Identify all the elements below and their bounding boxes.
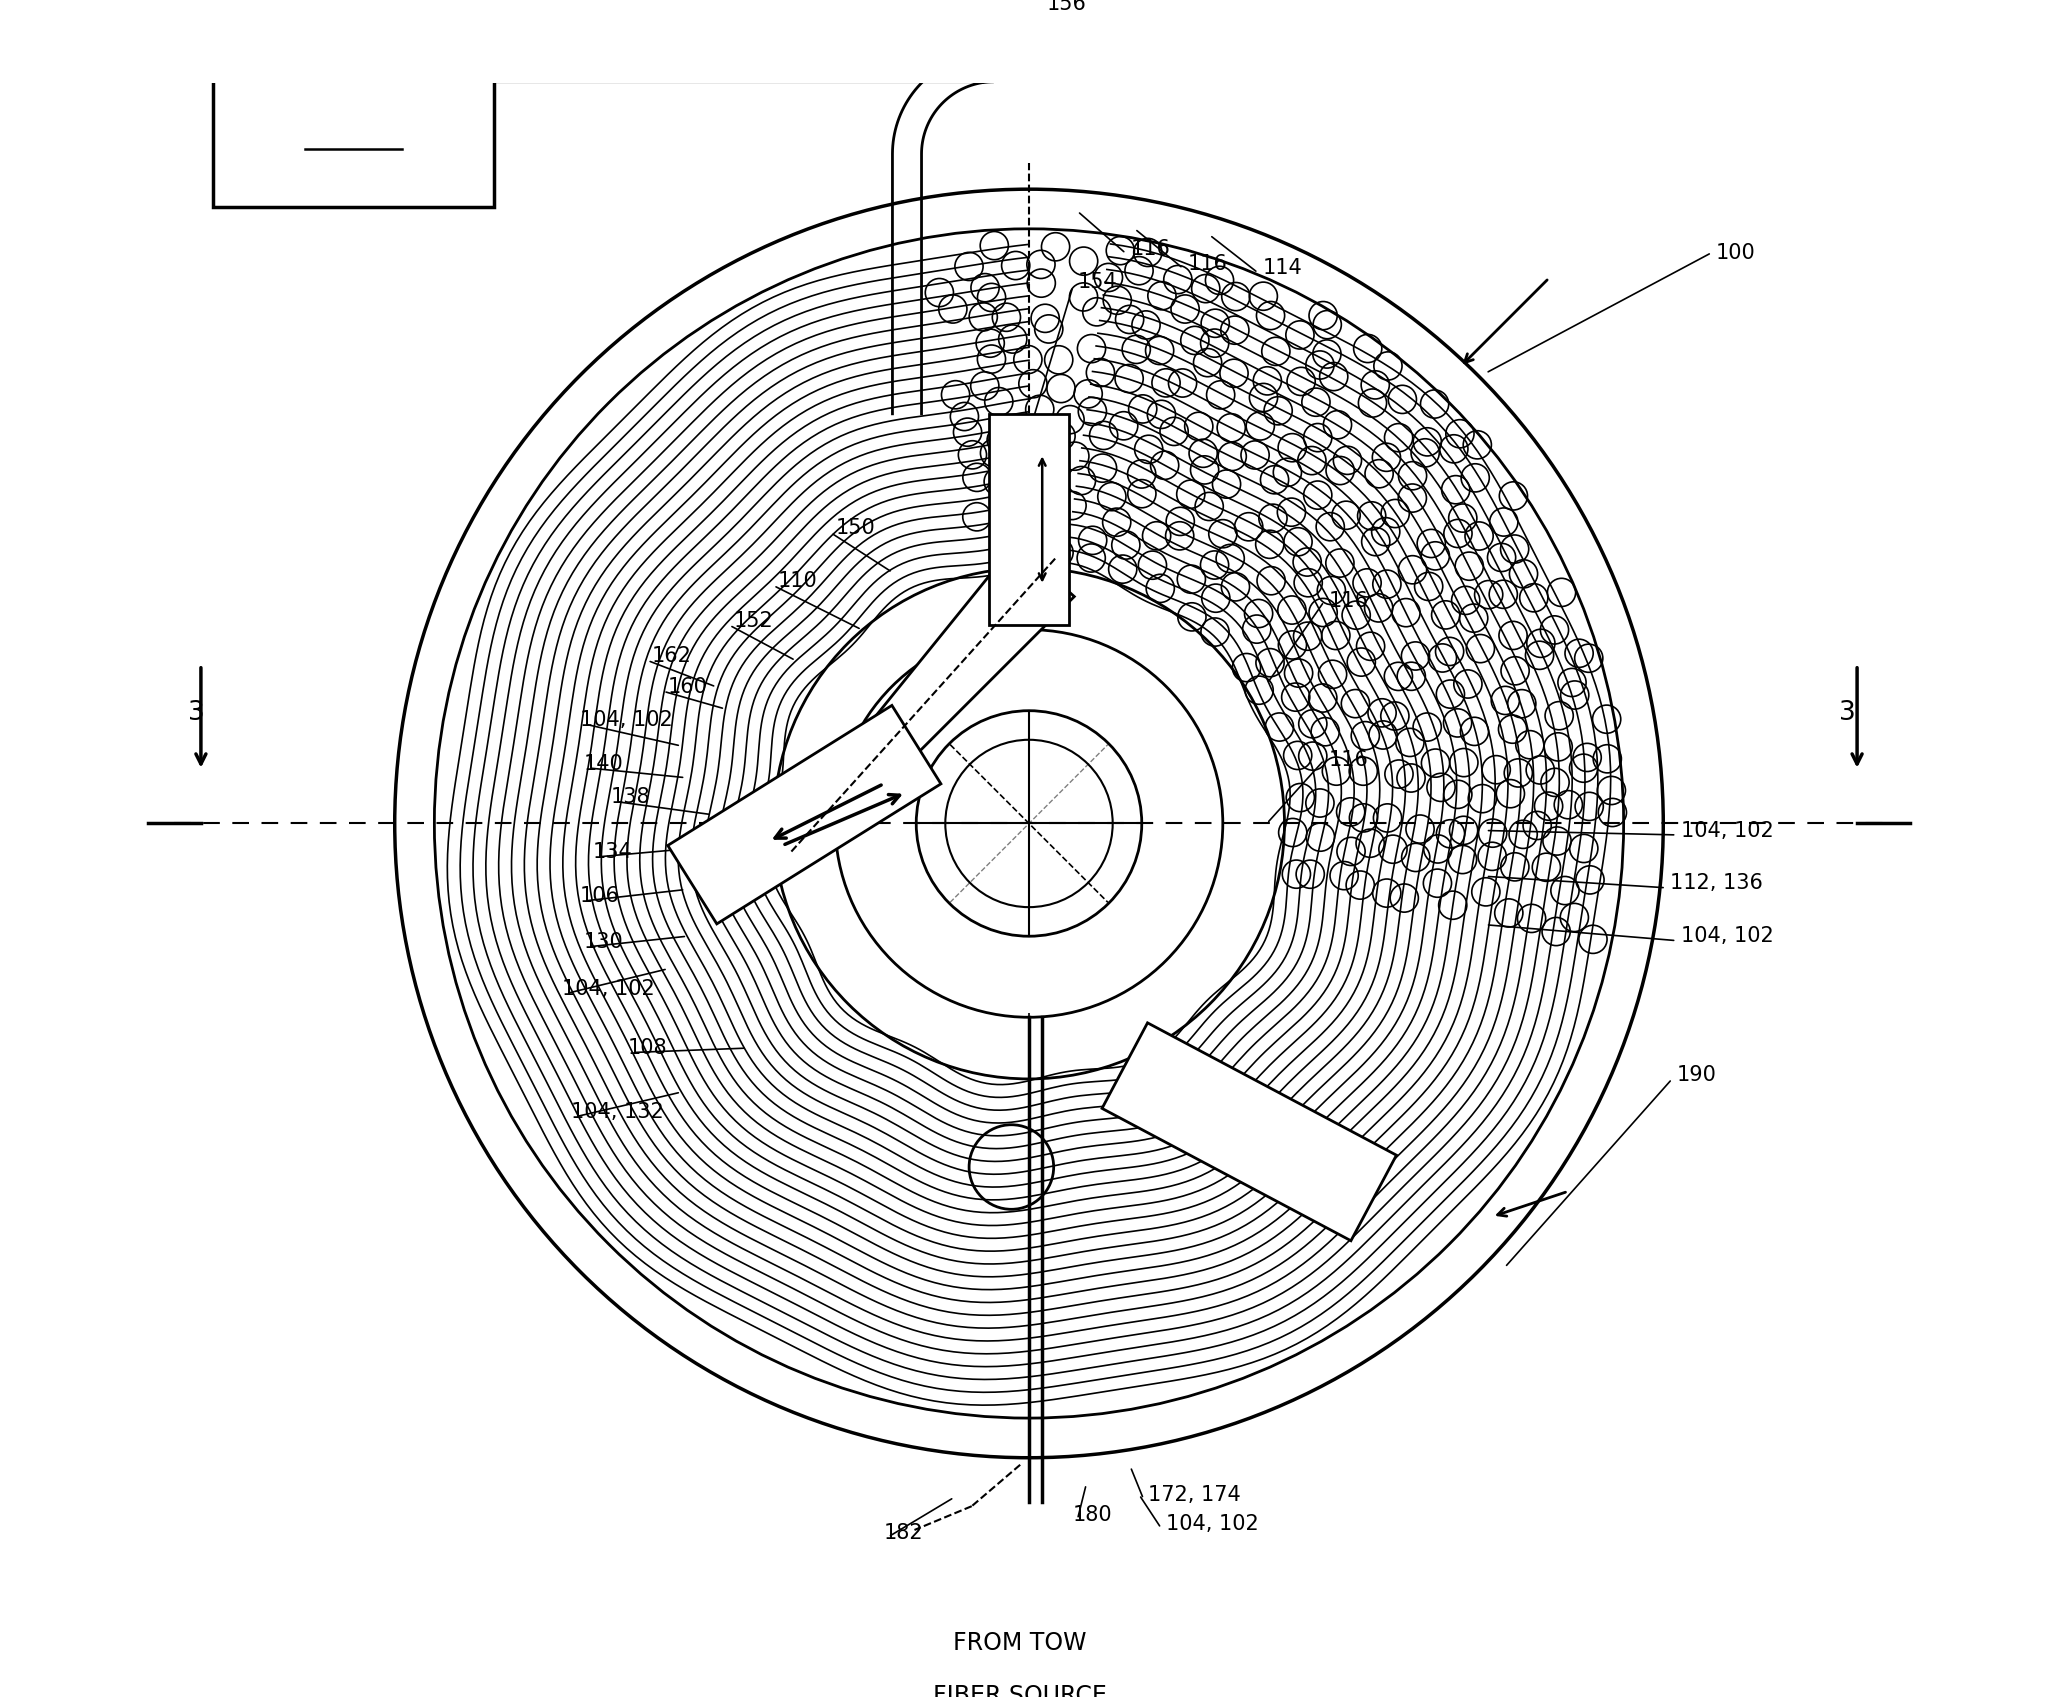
Text: 104, 102: 104, 102 (580, 709, 673, 730)
Text: 116: 116 (1329, 592, 1369, 611)
Text: 156: 156 (1048, 0, 1087, 14)
Text: 116: 116 (1329, 750, 1369, 770)
Text: 140: 140 (584, 753, 624, 774)
Text: 104, 102: 104, 102 (1681, 927, 1774, 947)
Text: 104, 102: 104, 102 (1681, 821, 1774, 840)
Text: 100: 100 (1716, 243, 1755, 263)
Text: 130: 130 (584, 932, 624, 952)
Text: 152: 152 (735, 611, 774, 631)
Text: 104, 102: 104, 102 (1165, 1514, 1257, 1534)
Polygon shape (805, 543, 1074, 833)
Text: 116: 116 (1187, 255, 1227, 273)
Bar (214, 36, 494, 207)
Text: 182: 182 (883, 1522, 924, 1543)
Text: 108: 108 (628, 1039, 667, 1059)
Text: 106: 106 (580, 886, 619, 906)
Polygon shape (1101, 1023, 1397, 1241)
Text: 114: 114 (1262, 258, 1303, 278)
Text: 138: 138 (611, 787, 650, 808)
Text: 104, 102: 104, 102 (562, 979, 654, 1000)
Text: 104, 132: 104, 132 (570, 1103, 663, 1122)
Text: 3: 3 (187, 701, 204, 726)
Text: 154: 154 (1078, 272, 1117, 292)
Text: FROM TOW: FROM TOW (953, 1631, 1087, 1655)
Text: 190: 190 (1677, 1064, 1716, 1084)
Text: 134: 134 (593, 842, 632, 862)
Text: 180: 180 (1072, 1505, 1113, 1526)
Polygon shape (667, 706, 941, 923)
Text: 162: 162 (652, 647, 691, 667)
Text: 110: 110 (778, 572, 817, 591)
Text: 158: 158 (331, 109, 377, 132)
Text: 172, 174: 172, 174 (1148, 1485, 1241, 1505)
Text: 112, 136: 112, 136 (1671, 874, 1764, 893)
Text: 3: 3 (1840, 701, 1856, 726)
Text: 160: 160 (667, 677, 708, 697)
Text: FIBER SOURCE: FIBER SOURCE (932, 1683, 1107, 1697)
Bar (990, 414, 1068, 624)
Text: 116: 116 (1130, 239, 1171, 260)
Text: 150: 150 (836, 518, 875, 538)
